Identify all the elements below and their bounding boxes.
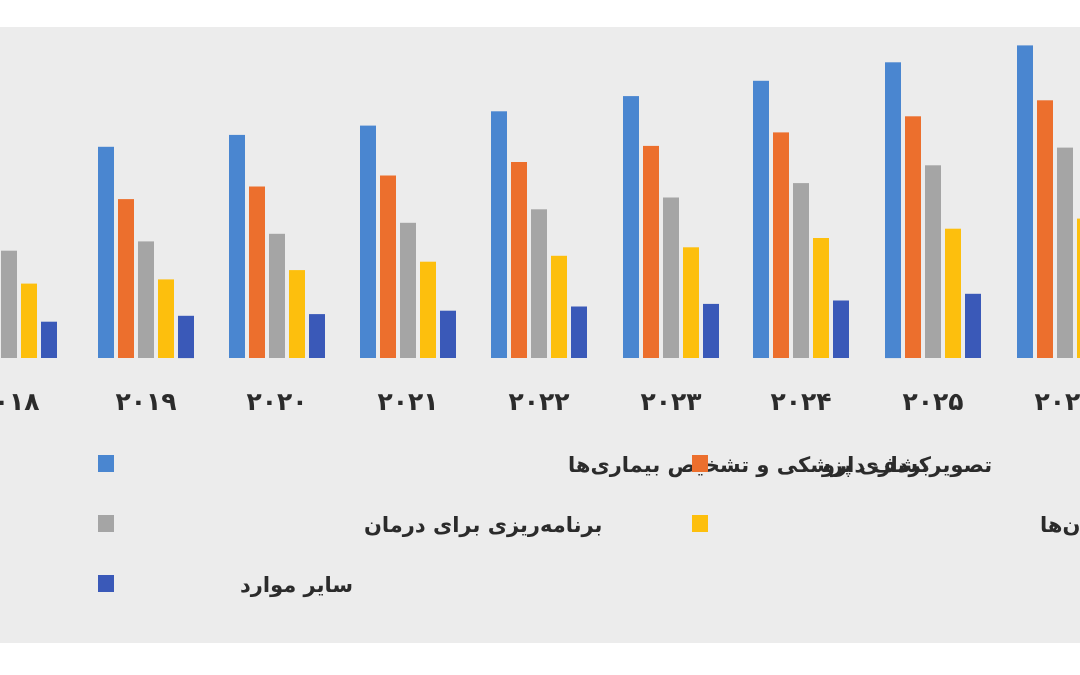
bar-3-2 <box>400 222 416 358</box>
bar-6-0 <box>753 80 769 359</box>
bar-7-2 <box>925 165 941 358</box>
bar-5-2 <box>663 197 679 358</box>
bar-6-3 <box>813 238 829 358</box>
bar-8-2 <box>1057 147 1073 358</box>
legend-swatch-treatment-planning <box>98 515 114 532</box>
bar-8-1 <box>1037 100 1053 359</box>
legend-label-other: سایر موارد <box>240 573 353 597</box>
x-tick-label: ۲۰۲۵ <box>902 387 963 416</box>
bar-4-0 <box>491 111 507 358</box>
bar-2-1 <box>249 186 265 358</box>
bar-3-0 <box>360 125 376 358</box>
bar-5-3 <box>683 247 699 358</box>
bar-0-2 <box>1 250 17 358</box>
legend-label-hospital-workflows: جریان‌های کاری بیمارستان‌ها <box>1040 513 1080 537</box>
bar-4-3 <box>551 255 567 358</box>
bar-6-2 <box>793 183 809 358</box>
legend: تصویربرداری پزشکی و تشخیص بیماری‌ها کشف … <box>98 453 1080 597</box>
bar-1-0 <box>98 146 114 358</box>
x-tick-label: ۲۰۲۳ <box>640 387 701 416</box>
x-tick-label: ۲۰۲۲ <box>508 387 569 416</box>
bar-0-4 <box>41 321 57 358</box>
x-axis-ticks: ۲۰۱۸ ۲۰۱۹ ۲۰۲۰ ۲۰۲۱ ۲۰۲۲ ۲۰۲۳ ۲۰۲۴ ۲۰۲۵ ۲۰۲۶ <box>0 387 1080 416</box>
bar-4-1 <box>511 162 527 358</box>
legend-swatch-hospital-workflows <box>692 515 708 532</box>
bar-3-4 <box>440 310 456 358</box>
bar-6-4 <box>833 300 849 358</box>
bar-5-0 <box>623 96 639 358</box>
bar-5-4 <box>703 303 719 358</box>
x-tick-label: ۲۰۲۶ <box>1034 387 1080 416</box>
bar-8-0 <box>1017 45 1033 359</box>
bar-0-3 <box>21 283 37 358</box>
legend-swatch-other <box>98 575 114 592</box>
legend-swatch-drug-discovery <box>692 455 708 472</box>
bar-1-2 <box>138 241 154 358</box>
bar-7-3 <box>945 228 961 358</box>
bar-7-1 <box>905 116 921 358</box>
x-tick-label: ۲۰۲۴ <box>770 387 831 416</box>
bar-7-4 <box>965 293 981 358</box>
bar-2-2 <box>269 233 285 358</box>
bar-2-0 <box>229 134 245 358</box>
bar-1-3 <box>158 279 174 358</box>
bar-7-0 <box>885 62 901 359</box>
bar-4-4 <box>571 306 587 358</box>
bar-3-1 <box>380 175 396 358</box>
x-tick-label: ۲۰۱۸ <box>0 387 40 416</box>
bar-6-1 <box>773 132 789 358</box>
bar-8-3 <box>1077 218 1080 358</box>
legend-label-drug-discovery: کشف دارو <box>821 453 932 477</box>
bar-1-1 <box>118 199 134 358</box>
x-tick-label: ۲۰۲۱ <box>377 387 438 416</box>
bar-2-4 <box>309 314 325 358</box>
legend-label-imaging: تصویربرداری پزشکی و تشخیص بیماری‌ها <box>568 453 992 477</box>
x-tick-label: ۲۰۱۹ <box>115 387 176 416</box>
bars-layer <box>1 45 1080 359</box>
bar-4-2 <box>531 209 547 358</box>
bar-1-4 <box>178 315 194 359</box>
x-tick-label: ۲۰۲۰ <box>246 387 307 416</box>
bar-3-3 <box>420 261 436 358</box>
legend-swatch-imaging <box>98 455 114 472</box>
legend-label-treatment-planning: برنامه‌ریزی برای درمان <box>364 513 602 537</box>
bar-2-3 <box>289 270 305 358</box>
bar-5-1 <box>643 145 659 358</box>
